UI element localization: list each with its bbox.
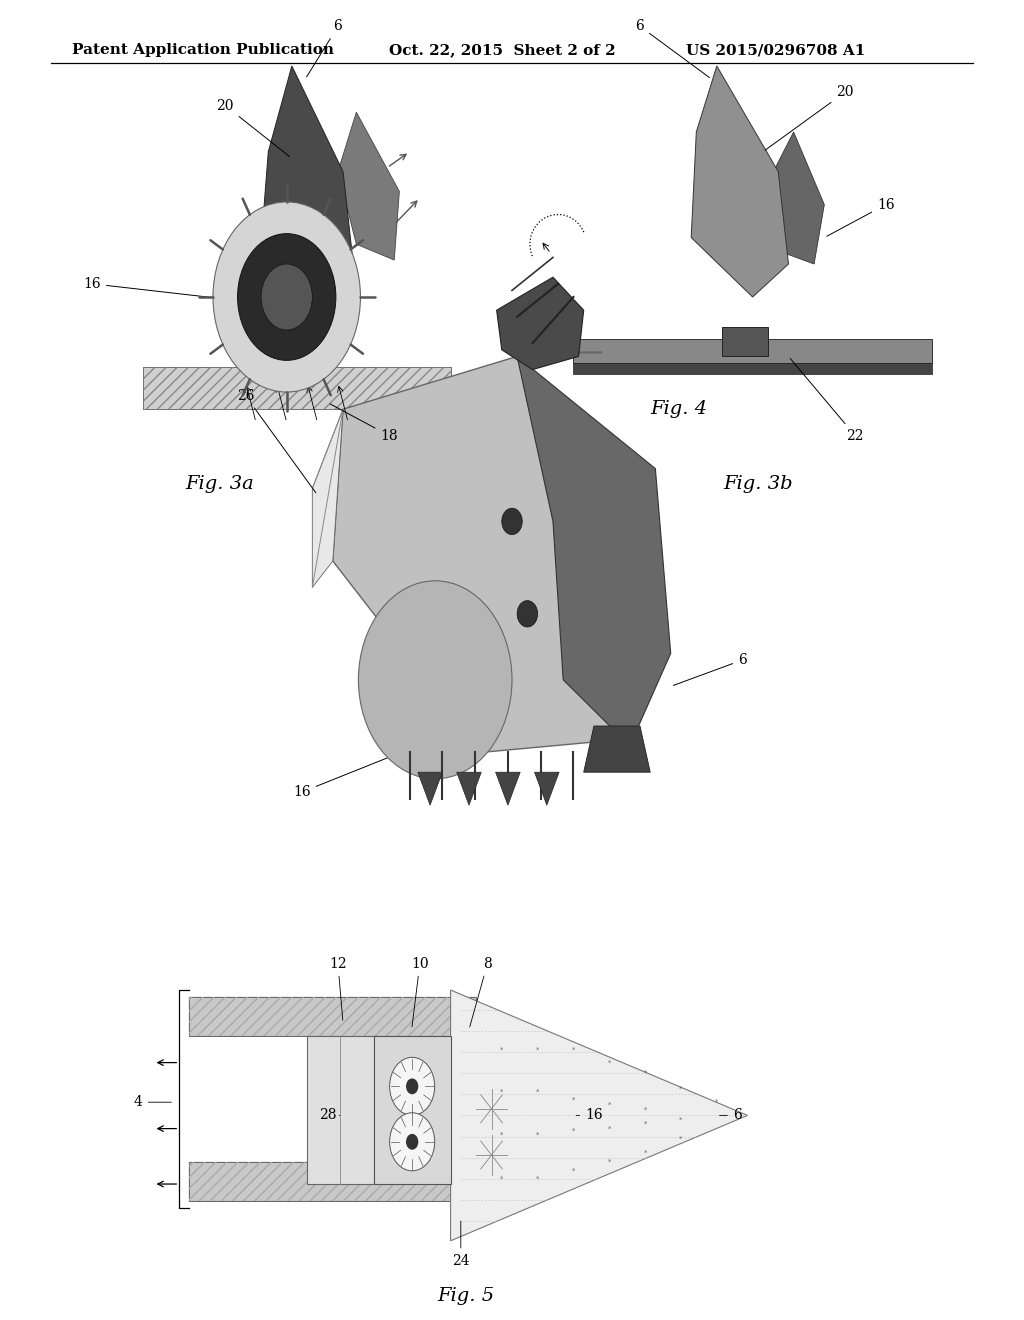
Text: 16: 16 (577, 1109, 603, 1122)
Text: 22: 22 (791, 359, 864, 442)
Text: *: * (500, 1176, 504, 1181)
Circle shape (358, 581, 512, 779)
Polygon shape (333, 356, 650, 752)
Circle shape (389, 1113, 434, 1171)
Text: 4: 4 (134, 1096, 171, 1109)
Circle shape (406, 1134, 418, 1150)
Polygon shape (312, 409, 343, 587)
Text: *: * (500, 1089, 504, 1094)
Text: 6: 6 (636, 20, 710, 78)
Text: 24: 24 (452, 1221, 470, 1267)
Bar (143, 367, 451, 409)
Text: *: * (679, 1137, 683, 1142)
Polygon shape (451, 990, 748, 1241)
Text: *: * (643, 1150, 647, 1155)
Text: *: * (536, 1176, 540, 1181)
Polygon shape (338, 112, 399, 260)
Polygon shape (691, 66, 788, 297)
Text: 8: 8 (470, 957, 492, 1027)
Text: *: * (500, 1133, 504, 1138)
Text: *: * (607, 1159, 611, 1164)
Text: *: * (607, 1126, 611, 1131)
Circle shape (213, 202, 360, 392)
Polygon shape (497, 277, 584, 370)
Circle shape (389, 1057, 434, 1115)
Text: 16: 16 (826, 198, 895, 236)
Circle shape (406, 1078, 418, 1094)
Polygon shape (261, 66, 353, 310)
Text: Patent Application Publication: Patent Application Publication (72, 44, 334, 57)
Text: *: * (536, 1089, 540, 1094)
Text: *: * (643, 1121, 647, 1126)
Text: Fig. 5: Fig. 5 (437, 1287, 495, 1305)
Polygon shape (418, 772, 442, 805)
Text: 6: 6 (674, 653, 746, 685)
Text: *: * (571, 1047, 575, 1052)
Text: Fig. 3b: Fig. 3b (723, 475, 793, 494)
Polygon shape (535, 772, 559, 805)
Text: US 2015/0296708 A1: US 2015/0296708 A1 (686, 44, 865, 57)
Bar (573, 363, 932, 374)
Text: *: * (679, 1117, 683, 1122)
Text: *: * (679, 1086, 683, 1092)
Text: *: * (536, 1047, 540, 1052)
Text: *: * (571, 1168, 575, 1173)
Text: 10: 10 (411, 957, 429, 1027)
Polygon shape (496, 772, 520, 805)
Text: Fig. 3a: Fig. 3a (185, 475, 255, 494)
Text: *: * (500, 1047, 504, 1052)
Text: 12: 12 (329, 957, 347, 1020)
Bar (189, 997, 476, 1036)
Text: *: * (715, 1100, 719, 1105)
Text: 16: 16 (83, 277, 227, 300)
Text: *: * (571, 1097, 575, 1102)
Text: Oct. 22, 2015  Sheet 2 of 2: Oct. 22, 2015 Sheet 2 of 2 (389, 44, 615, 57)
Circle shape (238, 234, 336, 360)
Text: *: * (607, 1102, 611, 1107)
Text: Fig. 4: Fig. 4 (650, 400, 708, 418)
Circle shape (517, 601, 538, 627)
Text: 6: 6 (720, 1109, 741, 1122)
Bar (189, 1162, 476, 1201)
Circle shape (502, 508, 522, 535)
Text: 20: 20 (216, 99, 290, 157)
Text: 6: 6 (306, 20, 342, 77)
Bar (573, 339, 932, 363)
Text: *: * (607, 1060, 611, 1065)
Bar (189, 1162, 476, 1201)
Text: 18: 18 (330, 404, 398, 442)
Polygon shape (770, 132, 824, 264)
Text: 28: 28 (318, 1109, 340, 1122)
Polygon shape (584, 726, 650, 772)
Text: *: * (643, 1071, 647, 1076)
Bar (722, 327, 768, 356)
Bar (143, 367, 451, 409)
Polygon shape (517, 356, 671, 746)
Text: 20: 20 (765, 86, 854, 150)
Bar (307, 1036, 374, 1184)
Text: *: * (571, 1129, 575, 1134)
Text: *: * (536, 1133, 540, 1138)
Bar (374, 1036, 451, 1184)
Text: 26: 26 (237, 389, 315, 492)
Circle shape (261, 264, 312, 330)
Bar (189, 997, 476, 1036)
Text: *: * (643, 1107, 647, 1113)
Text: 16: 16 (293, 734, 447, 799)
Polygon shape (457, 772, 481, 805)
